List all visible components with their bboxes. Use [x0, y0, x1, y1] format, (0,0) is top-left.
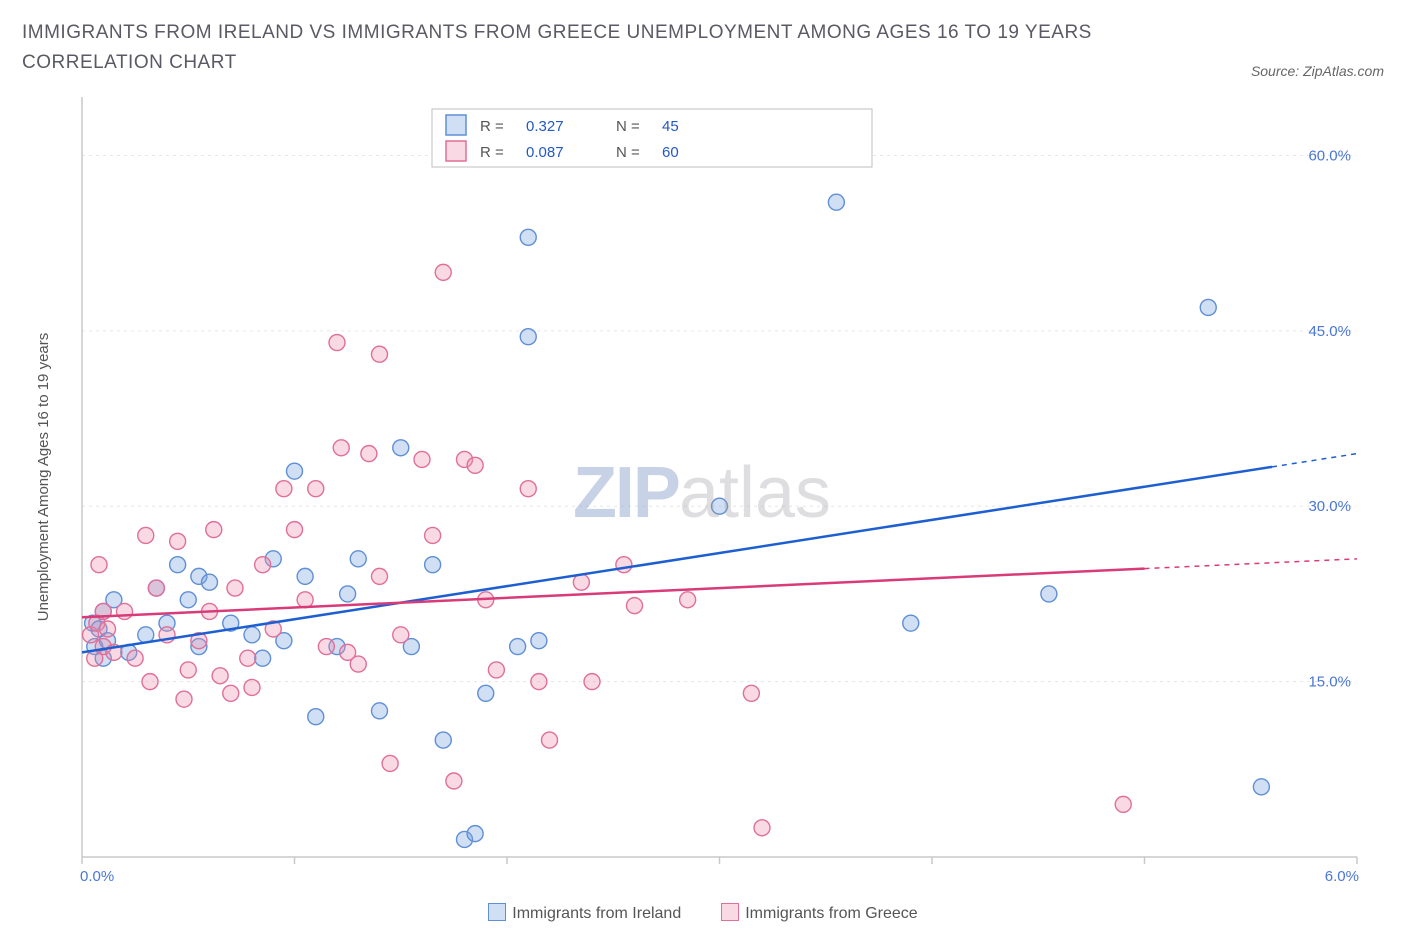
svg-text:0.087: 0.087: [526, 144, 564, 161]
svg-text:45: 45: [662, 118, 679, 135]
svg-text:30.0%: 30.0%: [1308, 498, 1351, 515]
svg-text:60.0%: 60.0%: [1308, 147, 1351, 164]
chart-source: Source: ZipAtlas.com: [1251, 63, 1384, 79]
svg-text:R =: R =: [480, 144, 504, 161]
svg-text:R =: R =: [480, 118, 504, 135]
chart-header: IMMIGRANTS FROM IRELAND VS IMMIGRANTS FR…: [22, 18, 1384, 79]
chart-title: IMMIGRANTS FROM IRELAND VS IMMIGRANTS FR…: [22, 18, 1122, 79]
svg-text:15.0%: 15.0%: [1308, 673, 1351, 690]
svg-text:6.0%: 6.0%: [1325, 868, 1359, 885]
svg-text:45.0%: 45.0%: [1308, 323, 1351, 340]
svg-text:0.0%: 0.0%: [80, 868, 114, 885]
svg-text:0.327: 0.327: [526, 118, 564, 135]
scatter-chart: 15.0% 30.0% 45.0% 60.0% 0.0% 6.0% Unemployment…: [22, 87, 1382, 907]
svg-text:N =: N =: [616, 144, 640, 161]
svg-text:60: 60: [662, 144, 679, 161]
svg-text:N =: N =: [616, 118, 640, 135]
chart-container: 15.0% 30.0% 45.0% 60.0% 0.0% 6.0% Unemployment…: [22, 87, 1382, 907]
svg-text:Unemployment Among Ages 16 to: Unemployment Among Ages 16 to 19 years: [35, 333, 52, 622]
